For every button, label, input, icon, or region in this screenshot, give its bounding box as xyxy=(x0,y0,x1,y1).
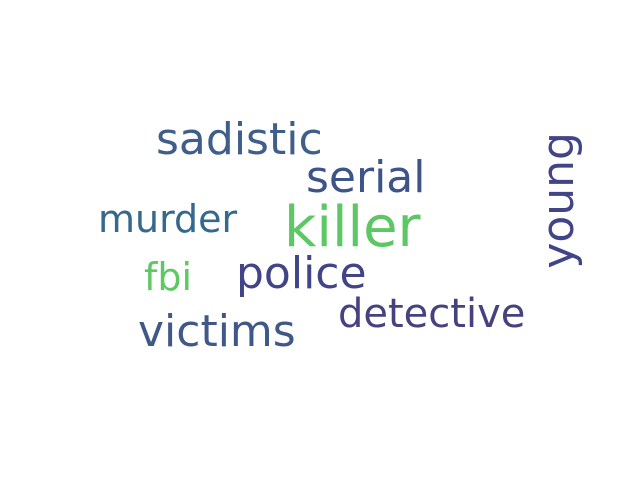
word-victims: victims xyxy=(138,306,296,357)
word-killer: killer xyxy=(284,195,421,260)
word-young: young xyxy=(533,132,584,269)
word-murder: murder xyxy=(98,197,238,241)
word-sadistic: sadistic xyxy=(156,114,323,165)
word-serial: serial xyxy=(306,152,426,203)
word-fbi: fbi xyxy=(144,255,193,299)
word-police: police xyxy=(236,248,367,299)
word-detective: detective xyxy=(338,291,526,337)
